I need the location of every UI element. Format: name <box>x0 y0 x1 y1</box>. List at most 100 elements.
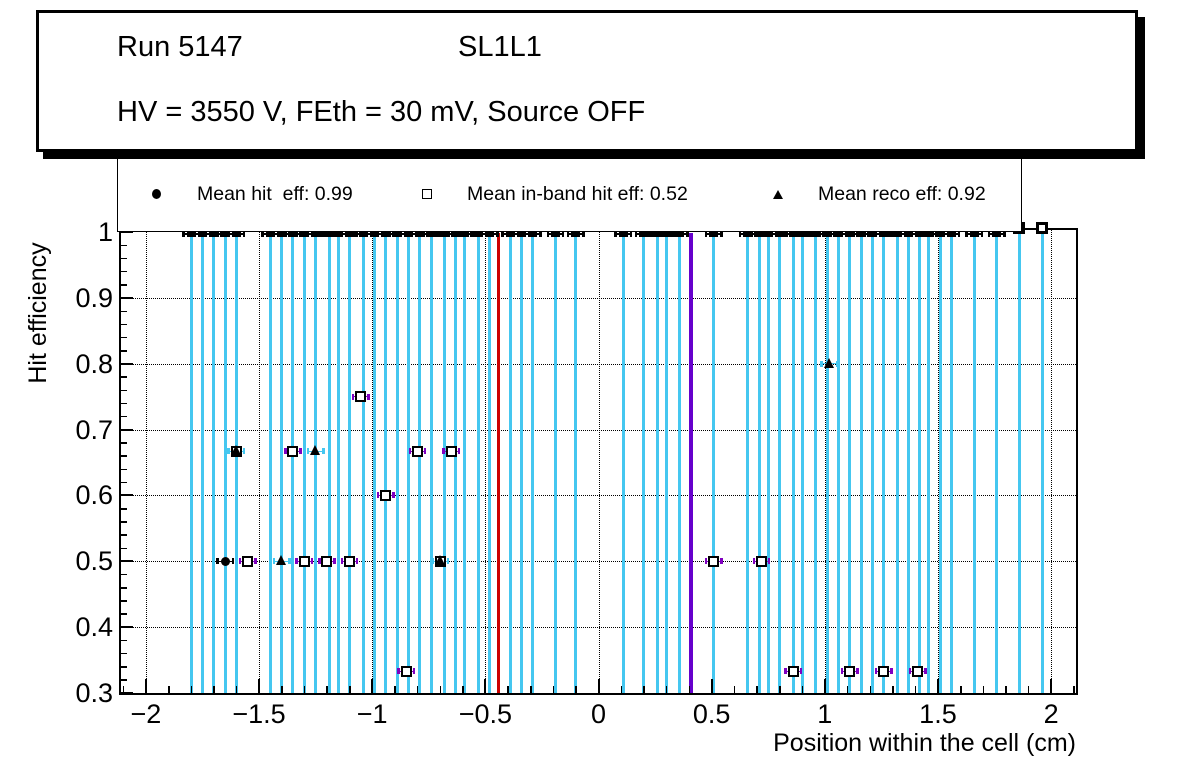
error-bar-cap <box>957 230 961 237</box>
top-marker <box>924 230 934 238</box>
x-minor-tick <box>281 686 283 693</box>
x-minor-tick <box>462 686 464 693</box>
cell-boundary-line <box>234 233 238 693</box>
purple-line <box>689 233 694 693</box>
red-line <box>497 233 501 693</box>
cell-boundary-line <box>882 233 886 693</box>
error-bar-cap <box>965 230 968 237</box>
top-marker <box>324 230 334 238</box>
top-marker <box>788 230 798 238</box>
y-major-tick <box>121 428 133 431</box>
error-bar-cap <box>767 558 771 565</box>
error-bar-cap <box>397 668 400 675</box>
cell-boundary-line <box>454 233 458 693</box>
y-minor-tick <box>121 455 127 457</box>
y-minor-tick <box>121 376 127 378</box>
cell-boundary-line <box>223 233 227 693</box>
open-square-marker-icon <box>422 189 432 199</box>
y-tick-label: 0.6 <box>75 480 113 511</box>
raised-square-marker <box>1036 222 1049 235</box>
legend-box: Mean hit eff: 0.99 Mean in-band hit eff:… <box>117 152 1022 232</box>
data-point-circle <box>220 556 230 566</box>
top-marker <box>661 230 671 238</box>
y-minor-tick <box>121 257 127 260</box>
error-bar-cap <box>254 558 257 565</box>
cell-boundary-line <box>1017 233 1021 693</box>
top-marker <box>474 230 484 238</box>
top-marker <box>220 230 230 238</box>
y-minor-tick <box>121 666 127 668</box>
data-point-square <box>287 445 299 457</box>
top-marker <box>618 230 628 238</box>
legend-label-inband-hit-eff: Mean in-band hit eff: 0.52 <box>467 183 688 205</box>
x-tick-label: −1.5 <box>232 699 286 729</box>
x-tick-label: 0 <box>590 699 607 729</box>
top-marker <box>833 230 843 238</box>
cell-boundary-line <box>907 233 911 693</box>
x-minor-tick <box>507 686 509 693</box>
cell-boundary-line <box>463 233 467 693</box>
top-marker <box>231 230 241 238</box>
cell-boundary-line <box>836 233 840 693</box>
cell-boundary-line <box>520 233 524 693</box>
top-marker <box>209 230 219 238</box>
cell-boundary-line <box>712 233 716 693</box>
y-minor-tick <box>121 468 127 471</box>
error-bar-cap <box>501 230 504 237</box>
error-bar-cap <box>442 448 445 455</box>
error-bar-cap <box>376 492 380 499</box>
error-bar-cap <box>469 230 473 237</box>
error-bar-cap <box>546 230 550 237</box>
error-bar-cap <box>582 230 585 237</box>
error-bar-cap <box>738 230 742 237</box>
error-bar-cap <box>840 668 844 675</box>
error-bar-cap <box>354 230 357 237</box>
cell-boundary-line <box>972 233 976 693</box>
error-bar-cap <box>874 668 878 675</box>
error-bar-cap <box>820 360 823 367</box>
top-marker <box>403 230 413 238</box>
y-minor-tick <box>121 350 127 352</box>
top-marker <box>571 230 581 238</box>
top-marker <box>822 230 832 238</box>
y-major-tick <box>121 494 133 497</box>
error-bar-cap <box>318 558 321 565</box>
top-marker <box>856 230 866 238</box>
top-marker <box>186 230 196 238</box>
error-bar-cap <box>1003 230 1006 237</box>
data-point-square <box>844 665 856 677</box>
top-marker <box>675 230 685 238</box>
data-point-square <box>344 555 356 567</box>
y-minor-tick <box>121 587 127 589</box>
x-tick-label: 1 <box>817 699 833 729</box>
cell-boundary-line <box>200 233 204 693</box>
top-marker <box>775 230 785 238</box>
y-tick-label: 0.7 <box>75 414 113 445</box>
error-bar-cap <box>238 558 242 565</box>
error-bar-cap <box>784 668 787 675</box>
x-tick-label: −1 <box>356 699 388 729</box>
y-gridline <box>121 297 1076 299</box>
cell-boundary-line <box>1040 233 1044 693</box>
data-point-square <box>755 555 767 567</box>
x-minor-tick <box>190 686 193 693</box>
y-minor-tick <box>121 284 127 286</box>
x-minor-tick <box>688 686 691 693</box>
x-major-tick <box>597 679 600 693</box>
error-bar-cap <box>539 230 542 237</box>
y-tick-label: 0.4 <box>75 612 113 643</box>
error-bar-cap <box>435 230 439 237</box>
error-bar-cap <box>784 230 787 237</box>
x-gridline <box>1051 230 1053 693</box>
top-marker <box>811 230 821 238</box>
top-marker <box>358 230 368 238</box>
top-marker <box>915 230 925 238</box>
top-marker <box>935 230 945 238</box>
cell-boundary-line <box>291 233 295 693</box>
error-bar-cap <box>242 230 246 237</box>
top-marker <box>440 230 450 238</box>
top-marker <box>345 230 355 238</box>
y-minor-tick <box>121 573 127 576</box>
y-major-tick <box>121 362 133 365</box>
error-bar-cap <box>446 558 449 565</box>
